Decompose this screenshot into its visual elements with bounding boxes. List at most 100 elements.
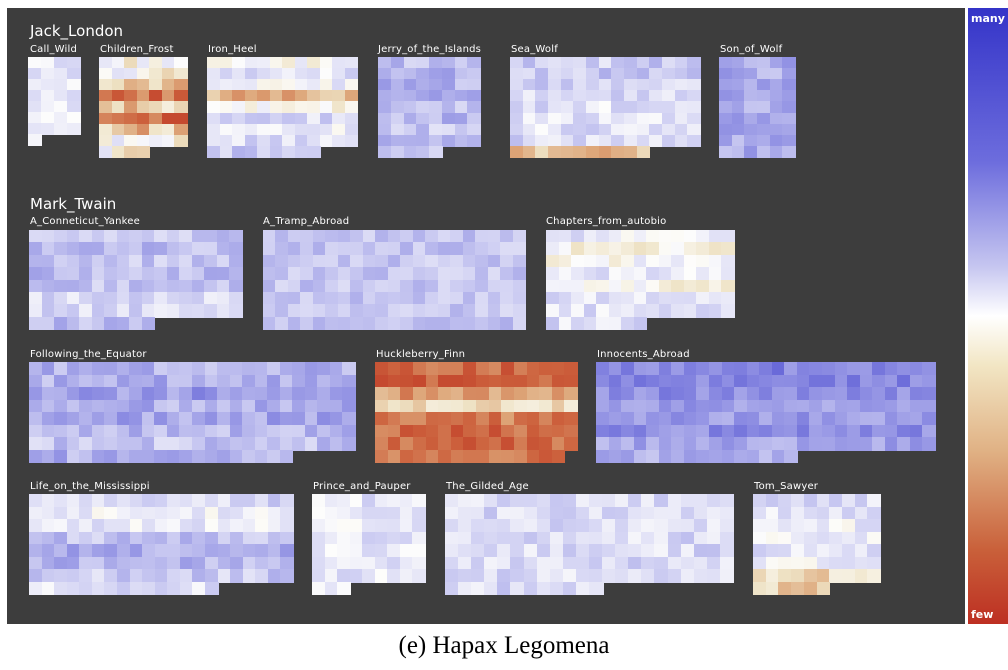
- heatmap-cell: [646, 254, 660, 269]
- heatmap-cell: [872, 437, 886, 451]
- heatmap-cell: [834, 437, 849, 451]
- heatmap-cell: [674, 79, 689, 92]
- heatmap-cell: [621, 291, 635, 306]
- heatmap-cell: [205, 556, 219, 570]
- heatmap-cell: [753, 581, 767, 595]
- heatmap-cell: [662, 101, 676, 114]
- heatmap-cell: [390, 112, 405, 126]
- heatmap-cell: [300, 291, 314, 306]
- heatmap-cell: [573, 112, 587, 126]
- heatmap-cell: [753, 556, 767, 570]
- heatmap-cell: [476, 412, 490, 426]
- heatmap-cell: [510, 531, 525, 545]
- heatmap-cell: [79, 412, 93, 426]
- heatmap-cell: [573, 68, 587, 81]
- heatmap-cell: [267, 399, 281, 413]
- heatmap-cell: [558, 304, 573, 318]
- heatmap-cell: [141, 374, 156, 388]
- heatmap-cell: [922, 437, 936, 451]
- heatmap-cell: [41, 399, 56, 413]
- heatmap-cell: [216, 279, 231, 293]
- heatmap-cell: [596, 279, 610, 293]
- heatmap-cell: [154, 362, 168, 376]
- heatmap-cell: [709, 424, 723, 438]
- heatmap-cell: [141, 230, 156, 244]
- heatmap-cell: [403, 90, 417, 103]
- heatmap-cell: [117, 556, 131, 570]
- heatmap-cell: [257, 112, 271, 126]
- heatmap-cell: [608, 399, 623, 413]
- heatmap-cell: [624, 90, 638, 103]
- heatmap-cell: [337, 531, 351, 545]
- heatmap-cell: [513, 374, 528, 388]
- heatmap-cell: [349, 494, 364, 508]
- heatmap-cell: [66, 362, 81, 376]
- heatmap-cell: [337, 304, 352, 318]
- book-label: Following_the_Equator: [30, 349, 147, 360]
- heatmap-cell: [166, 279, 181, 293]
- heatmap-cell: [67, 79, 81, 91]
- heatmap-cell: [583, 242, 598, 256]
- heatmap-cell: [847, 424, 861, 438]
- heatmap-cell: [350, 254, 364, 269]
- heatmap-cell: [166, 242, 181, 256]
- heatmap-cell: [29, 374, 43, 388]
- heatmap-cell: [41, 581, 56, 595]
- heatmap-cell: [683, 291, 698, 306]
- heatmap-cell: [41, 123, 55, 135]
- heatmap-cell: [149, 79, 163, 92]
- heatmap-cell: [734, 412, 748, 426]
- heatmap-cell: [488, 374, 503, 388]
- heatmap-cell: [757, 79, 771, 92]
- heatmap-cell: [467, 90, 481, 103]
- heatmap-cell: [425, 279, 439, 293]
- heatmap-cell: [416, 112, 430, 126]
- heatmap-cell: [621, 362, 635, 376]
- heatmap-cell: [294, 57, 308, 70]
- heatmap-cell: [280, 531, 294, 545]
- heatmap-cell: [441, 79, 456, 92]
- heatmap-cell: [586, 57, 600, 70]
- heatmap-cell: [708, 279, 723, 293]
- heatmap-cell: [375, 424, 389, 438]
- heatmap-cell: [475, 316, 489, 331]
- heatmap-cell: [611, 57, 625, 70]
- heatmap-cell: [791, 556, 805, 570]
- heatmap-cell: [709, 437, 723, 451]
- heatmap-cell: [91, 569, 106, 583]
- heatmap-cell: [615, 506, 630, 520]
- heatmap-cell: [731, 90, 746, 103]
- heatmap-cell: [166, 387, 181, 401]
- heatmap-cell: [204, 304, 218, 318]
- book-label: Huckleberry_Finn: [376, 349, 466, 360]
- heatmap-cell: [229, 279, 243, 293]
- heatmap-cell: [859, 374, 874, 388]
- heatmap-cell: [412, 291, 427, 306]
- heatmap-cell: [28, 123, 42, 135]
- heatmap-cell: [646, 424, 660, 438]
- heatmap-cell: [79, 519, 93, 533]
- heatmap-cell: [624, 79, 638, 92]
- heatmap-cell: [476, 387, 490, 401]
- heatmap-cell: [589, 544, 604, 558]
- heatmap-cell: [615, 531, 630, 545]
- heatmap-cell: [598, 134, 613, 148]
- heatmap-cell: [242, 506, 257, 520]
- heatmap-cell: [649, 79, 663, 92]
- heatmap-cell: [546, 304, 560, 318]
- heatmap-cell: [454, 123, 468, 137]
- heatmap-cell: [229, 291, 243, 306]
- heatmap-cell: [662, 112, 676, 126]
- heatmap-cell: [104, 581, 118, 595]
- heatmap-cell: [462, 254, 477, 269]
- heatmap-cell: [487, 304, 502, 318]
- heatmap-cell: [796, 412, 811, 426]
- heatmap-cell: [280, 506, 294, 520]
- heatmap-cell: [784, 387, 798, 401]
- heatmap-cell: [79, 531, 93, 545]
- heatmap-cell: [179, 254, 193, 269]
- heatmap-cell: [204, 399, 219, 413]
- heatmap-cell: [116, 254, 131, 269]
- heatmap-cell: [204, 374, 219, 388]
- heatmap-cell: [731, 112, 746, 126]
